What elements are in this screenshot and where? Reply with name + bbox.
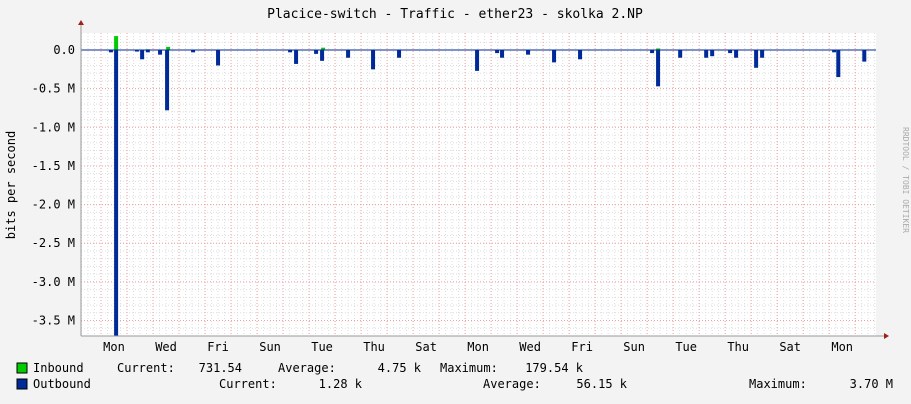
inbound-maximum-label: Maximum: [440,361,498,375]
outbound-spike [578,50,583,60]
x-tick-label: Wed [155,340,177,354]
outbound-average-label: Average: [483,377,541,391]
outbound-spike [862,50,867,62]
outbound-average: 56.15 k [576,377,627,391]
inbound-swatch [16,362,28,374]
x-tick-label: Thu [363,340,385,354]
inbound-spike [656,48,661,51]
x-tick-label: Sat [415,340,437,354]
inbound-current: 731.54 [199,361,242,375]
x-tick-label: Wed [519,340,541,354]
legend-inbound: Inbound [33,361,84,375]
outbound-spike [140,50,145,60]
x-axis-arrow-icon [884,333,889,339]
outbound-spike [500,50,505,58]
outbound-spike [216,50,221,66]
outbound-current: 1.28 k [319,377,363,391]
x-tick-label: Thu [727,340,749,354]
inbound-spike [321,47,326,51]
y-tick-label: 0.0 [53,43,75,57]
outbound-spike [836,50,841,78]
y-axis-arrow-icon [78,20,84,25]
y-tick-label: -1.5 M [32,159,75,173]
outbound-spike [475,50,480,71]
outbound-spike [165,50,170,111]
x-tick-label: Fri [571,340,593,354]
x-tick-label: Mon [831,340,853,354]
outbound-spike [134,50,139,52]
outbound-spike [158,50,163,55]
x-tick-label: Sun [259,340,281,354]
outbound-spike [526,50,531,55]
outbound-spike [728,50,733,54]
legend-outbound: Outbound [33,377,91,391]
outbound-spike [191,50,196,53]
outbound-spike [346,50,351,58]
outbound-spike [114,50,119,337]
outbound-spike [656,50,661,87]
outbound-spike [320,50,325,61]
outbound-spike [314,50,319,54]
y-tick-label: -3.5 M [32,314,75,328]
inbound-spike [114,36,119,51]
inbound-average-label: Average: [278,361,336,375]
outbound-swatch [16,378,28,390]
x-tick-label: Mon [103,340,125,354]
inbound-average: 4.75 k [378,361,422,375]
inbound-spike [166,46,171,51]
outbound-spike [832,50,837,53]
outbound-spike [710,50,715,57]
outbound-spike [145,50,150,53]
outbound-spike [734,50,739,58]
x-tick-label: Sun [623,340,645,354]
x-tick-label: Mon [467,340,489,354]
y-tick-label: -1.0 M [32,120,75,134]
x-tick-label: Tue [311,340,333,354]
outbound-spike [760,50,765,58]
x-tick-label: Fri [207,340,229,354]
outbound-spike [288,50,293,53]
outbound-spike [495,50,500,54]
chart-title: Placice-switch - Traffic - ether23 - sko… [267,7,643,22]
inbound-current-label: Current: [117,361,175,375]
outbound-spike [397,50,402,58]
y-tick-label: -2.5 M [32,236,75,250]
y-tick-label: -2.0 M [32,198,75,212]
outbound-spike [294,50,299,64]
x-tick-label: Sat [779,340,801,354]
outbound-spike [704,50,709,58]
watermark: RRDTOOL / TOBI OETIKER [901,127,910,233]
outbound-spike [678,50,683,58]
outbound-maximum-label: Maximum: [749,377,807,391]
outbound-spike [371,50,376,70]
outbound-spike [650,50,655,54]
outbound-maximum: 3.70 M [850,377,893,391]
outbound-spike [108,50,113,53]
y-axis-label: bits per second [4,131,18,239]
y-tick-label: -3.0 M [32,275,75,289]
outbound-spike [552,50,557,63]
x-tick-label: Tue [675,340,697,354]
outbound-current-label: Current: [219,377,277,391]
inbound-maximum: 179.54 k [525,361,584,375]
outbound-spike [754,50,759,68]
y-tick-label: -0.5 M [32,82,75,96]
